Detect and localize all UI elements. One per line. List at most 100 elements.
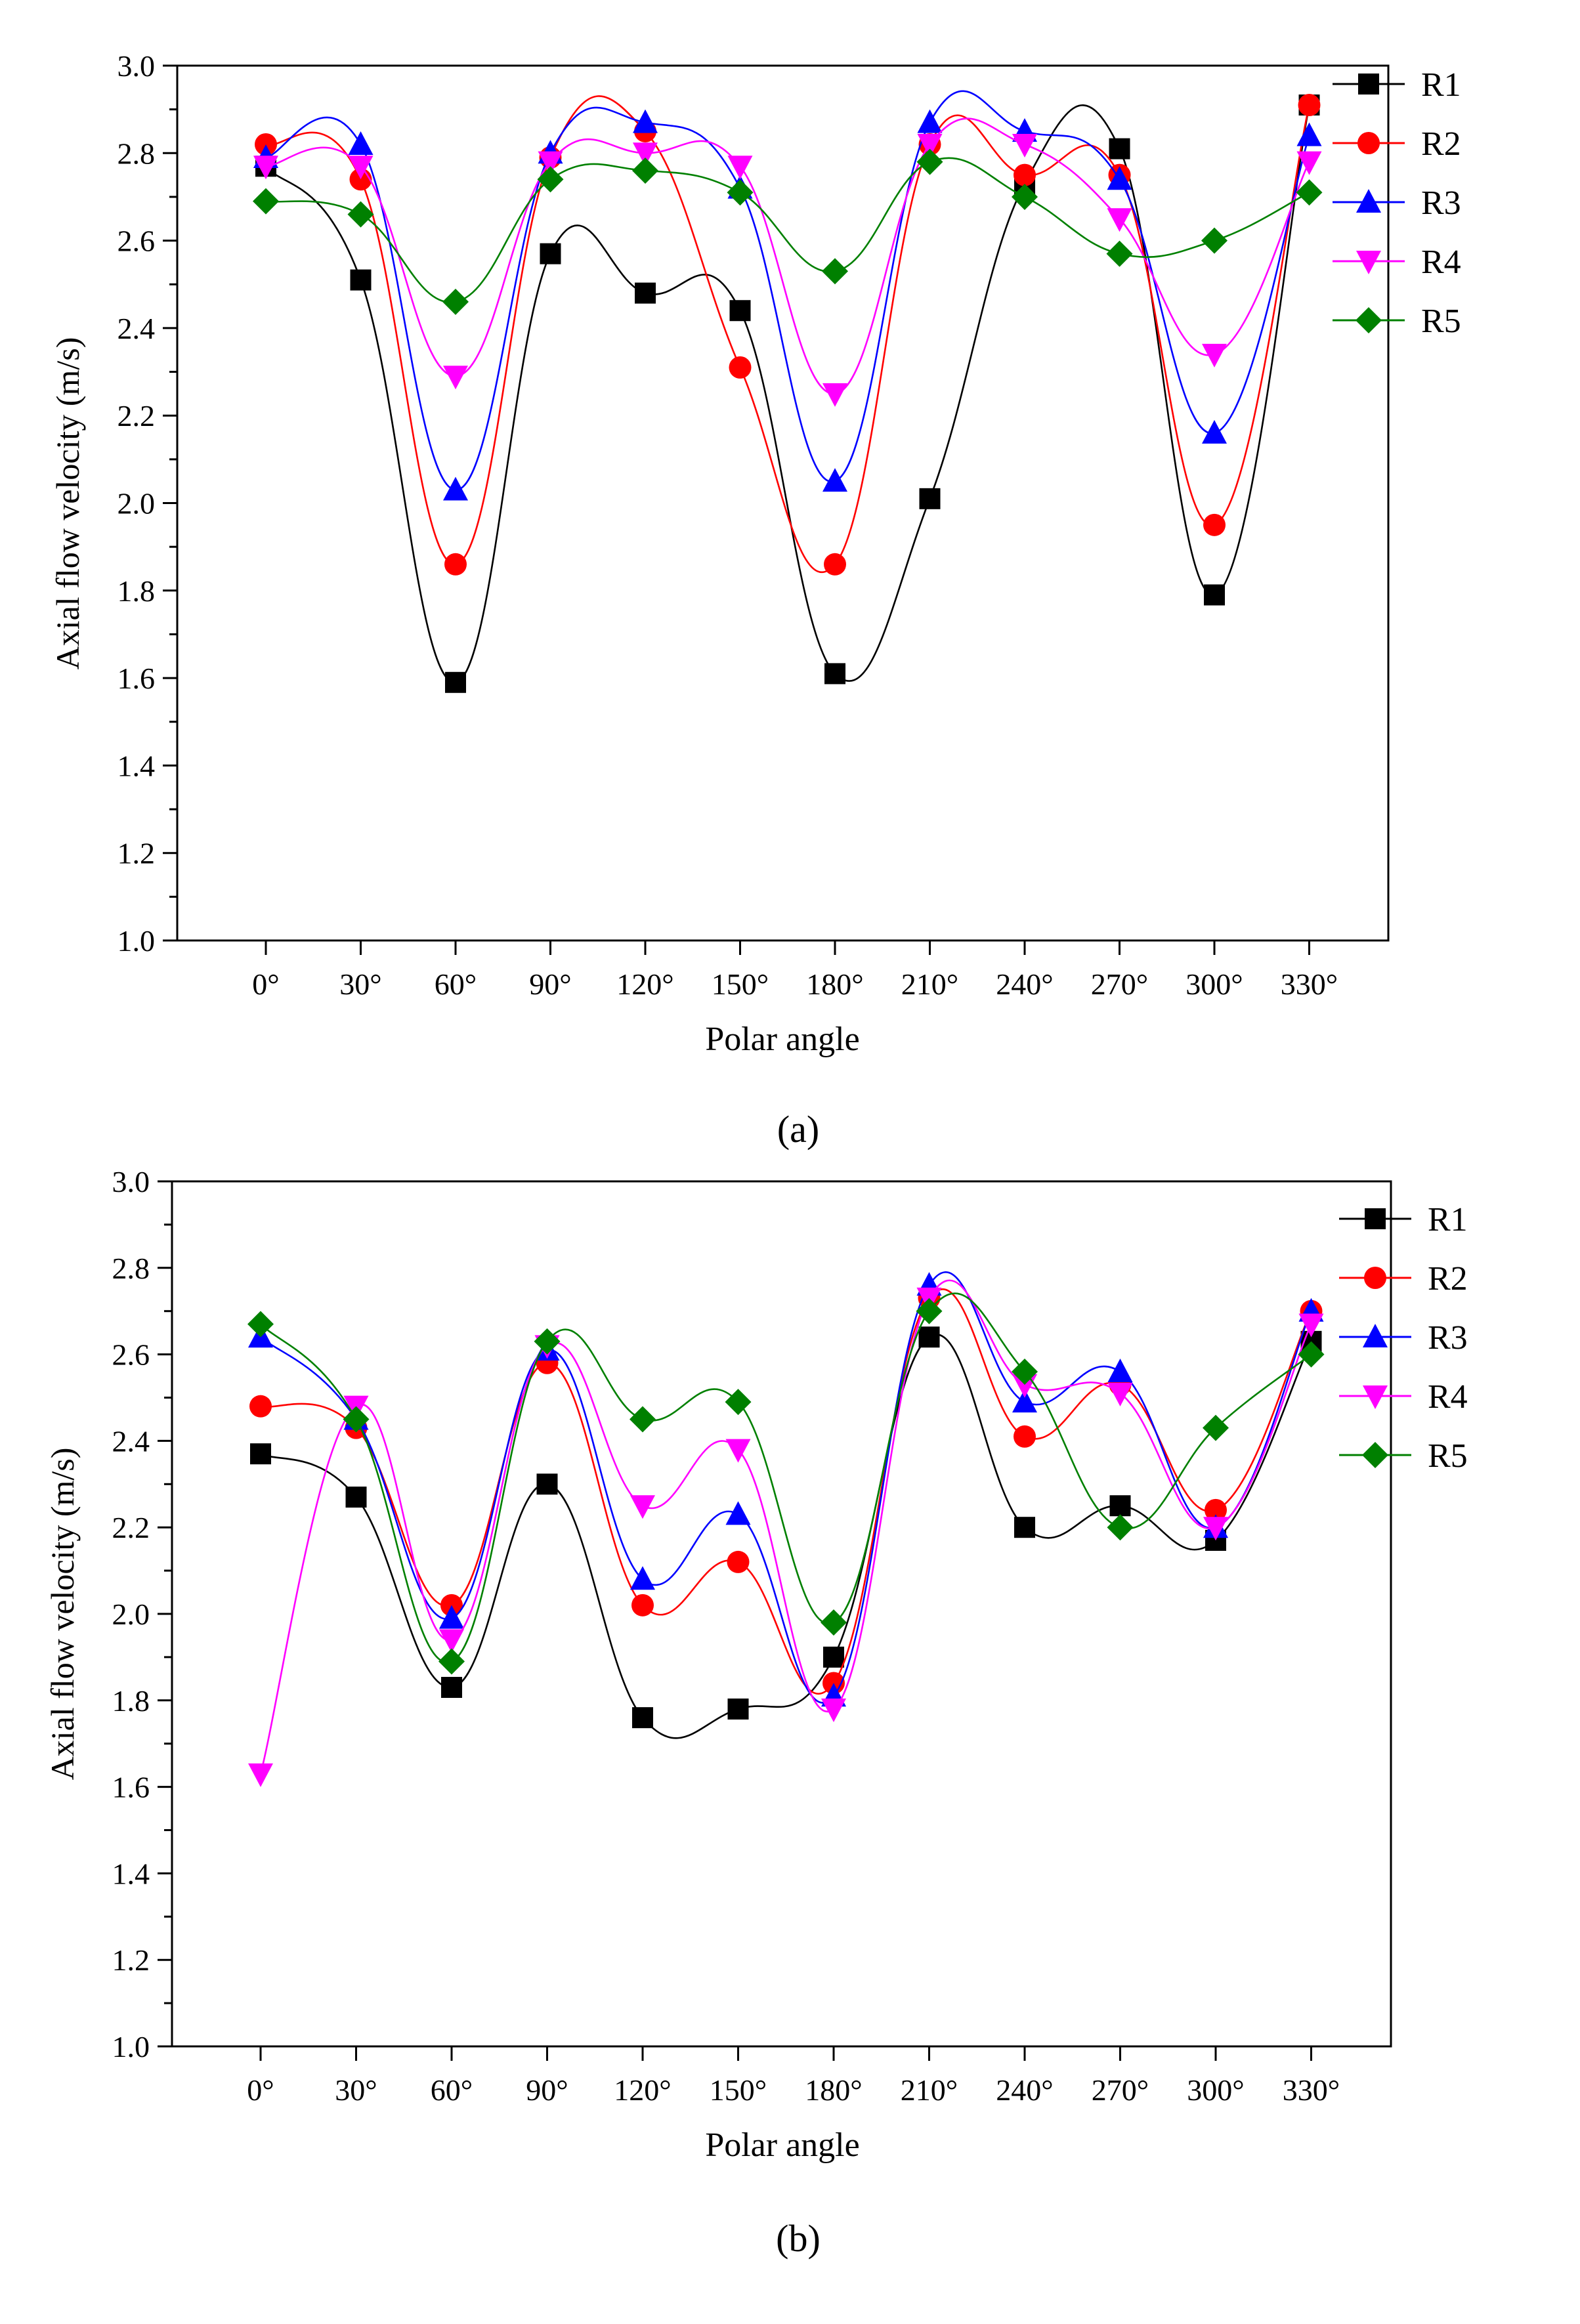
series-r4 <box>248 1279 1324 1787</box>
series-layer <box>247 1271 1325 1787</box>
data-point-r1-3 <box>536 1473 558 1495</box>
x-tick-label: 300° <box>1185 967 1243 1001</box>
data-point-r5-6 <box>822 258 848 285</box>
legend-marker <box>1358 74 1379 95</box>
legend-label: R2 <box>1421 125 1461 163</box>
data-point-r2-10 <box>1203 513 1226 536</box>
legend-item-r4: R4 <box>1333 243 1461 281</box>
panel-a: 1.0 1.2 1.4 1.6 1.8 2.0 2.2 2.4 2.6 2.8 3.0 0° 30° 60… <box>49 49 1461 1151</box>
data-point-r5-0 <box>253 188 279 215</box>
y-tick-label: 2.6 <box>117 224 156 258</box>
data-point-r3-9 <box>1107 166 1132 190</box>
data-point-r4-4 <box>630 1495 655 1519</box>
y-tick-label: 1.0 <box>117 924 156 958</box>
panel-label-b: (b) <box>776 2217 821 2260</box>
legend-marker <box>1357 132 1380 154</box>
legend-marker <box>1364 1267 1386 1289</box>
x-tick-label: 60° <box>431 2073 473 2107</box>
data-point-r2-5 <box>727 1550 750 1573</box>
data-point-r4-6 <box>822 383 847 407</box>
data-point-r2-8 <box>1014 1425 1036 1448</box>
data-point-r1-8 <box>1014 1517 1035 1538</box>
legend-marker <box>1363 1385 1388 1409</box>
legend-marker <box>1365 1208 1386 1229</box>
x-tick-label: 30° <box>339 967 381 1001</box>
data-point-r1-4 <box>632 1707 653 1729</box>
data-point-r5-8 <box>1012 1358 1038 1385</box>
data-point-r4-8 <box>1012 133 1037 158</box>
data-point-r2-10 <box>1205 1498 1227 1521</box>
panel-b: 1.0 1.2 1.4 1.6 1.8 2.0 2.2 2.4 2.6 2.8 3.0 0° 30° 60… <box>44 1165 1468 2260</box>
y-tick-label: 1.4 <box>112 1857 150 1890</box>
data-point-r5-1 <box>343 1406 370 1433</box>
y-tick-label: 1.6 <box>112 1771 150 1804</box>
data-point-r5-9 <box>1107 1514 1134 1541</box>
x-tick-label: 300° <box>1187 2073 1244 2107</box>
data-point-r1-5 <box>729 300 751 322</box>
y-tick-label: 1.2 <box>112 1943 150 1977</box>
data-point-r2-5 <box>729 356 752 379</box>
series-r4 <box>253 117 1322 407</box>
data-point-r2-8 <box>1014 163 1036 186</box>
y-tick-label: 2.0 <box>112 1597 150 1631</box>
legend-item-r4: R4 <box>1339 1378 1468 1416</box>
y-tick-label: 2.4 <box>112 1424 150 1458</box>
y-axis-label: Axial flow velocity (m/s) <box>44 1448 81 1781</box>
legend-label: R1 <box>1428 1201 1468 1238</box>
legend-label: R4 <box>1421 243 1461 281</box>
panel-label-a: (a) <box>777 1108 819 1151</box>
x-tick-label: 180° <box>805 2073 862 2107</box>
data-point-r1-2 <box>441 1677 462 1699</box>
x-tick-label: 90° <box>526 2073 568 2107</box>
data-point-r5-2 <box>438 1648 465 1675</box>
data-point-r1-5 <box>727 1698 749 1720</box>
x-tick-label: 330° <box>1281 967 1338 1001</box>
data-point-r3-9 <box>1107 1358 1133 1382</box>
data-point-r1-3 <box>540 243 561 264</box>
data-point-r5-10 <box>1201 227 1228 254</box>
legend-marker <box>1362 1442 1388 1468</box>
legend-item-r1: R1 <box>1333 66 1461 104</box>
x-tick-label: 0° <box>247 2073 274 2107</box>
x-tick-label: 210° <box>901 967 958 1001</box>
data-point-r4-1 <box>348 156 374 180</box>
series-r3 <box>248 1271 1324 1707</box>
data-point-r5-11 <box>1296 179 1323 206</box>
data-point-r4-0 <box>248 1763 273 1787</box>
series-line-r4 <box>265 117 1310 395</box>
data-point-r3-8 <box>1012 1389 1037 1413</box>
data-point-r1-9 <box>1109 1495 1131 1517</box>
data-point-r1-0 <box>250 1443 271 1465</box>
data-point-r5-4 <box>630 1406 656 1433</box>
data-point-r5-5 <box>725 1389 752 1416</box>
series-r5 <box>247 1292 1325 1675</box>
legend-marker <box>1363 1324 1388 1347</box>
x-tick-label: 0° <box>252 967 279 1001</box>
data-point-r1-7 <box>919 488 941 509</box>
legend-label: R5 <box>1428 1437 1468 1475</box>
data-point-r4-3 <box>538 151 563 175</box>
legend-item-r2: R2 <box>1333 125 1461 163</box>
data-point-r5-7 <box>916 148 943 175</box>
data-point-r3-5 <box>725 1501 751 1525</box>
legend-item-r3: R3 <box>1333 184 1461 222</box>
y-tick-label: 1.4 <box>117 749 156 782</box>
x-tick-label: 90° <box>529 967 571 1001</box>
y-tick-label: 1.0 <box>112 2030 150 2063</box>
x-tick-label: 30° <box>335 2073 377 2107</box>
y-tick-label: 1.2 <box>117 837 156 870</box>
data-point-r3-2 <box>443 476 468 501</box>
y-tick-label: 1.8 <box>112 1684 150 1718</box>
legend-label: R1 <box>1421 66 1461 104</box>
legend-label: R4 <box>1428 1378 1468 1416</box>
data-point-r1-2 <box>445 671 466 693</box>
data-point-r5-7 <box>916 1298 943 1324</box>
legend-item-r3: R3 <box>1339 1319 1468 1357</box>
y-tick-label: 2.4 <box>117 312 156 345</box>
data-point-r5-1 <box>347 201 374 228</box>
legend: R1 R2 R3 R4 R5 <box>1333 66 1461 340</box>
y-axis-label: Axial flow velocity (m/s) <box>49 337 86 670</box>
data-point-r1-9 <box>1109 138 1130 159</box>
data-point-r2-4 <box>631 1594 654 1616</box>
data-point-r3-6 <box>822 468 847 492</box>
